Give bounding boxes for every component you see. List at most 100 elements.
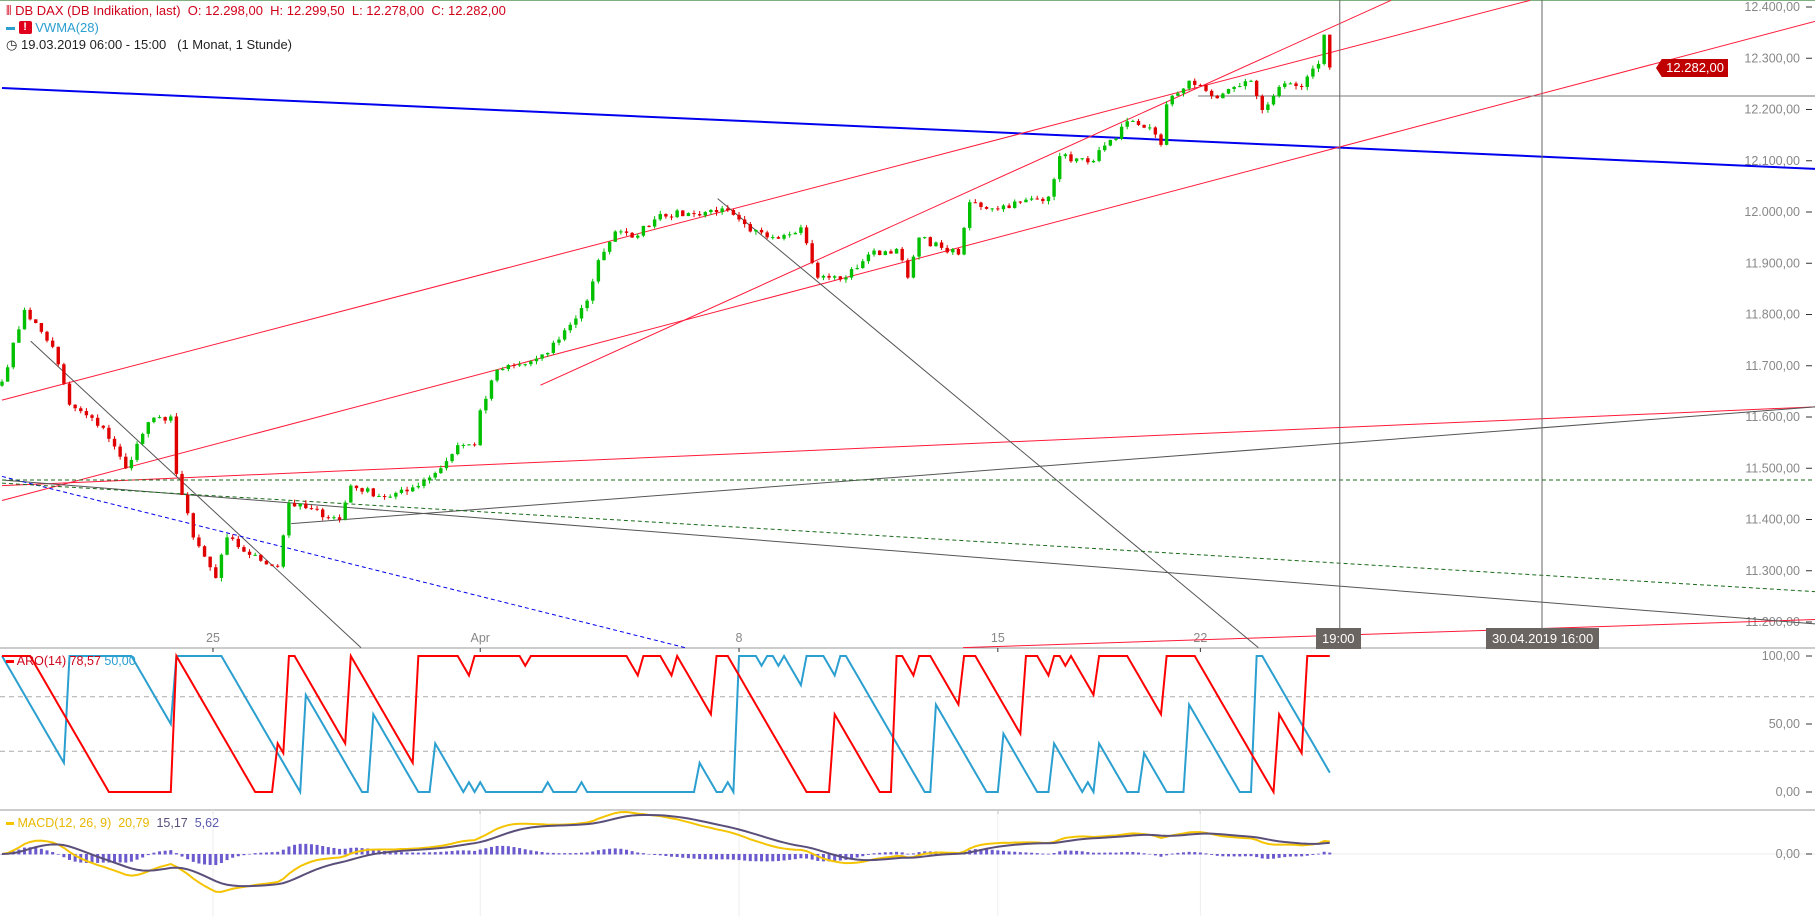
macd-hist-bar bbox=[428, 852, 432, 855]
crosshair-time-label: 19:00 bbox=[1316, 628, 1361, 649]
macd-hist-bar bbox=[28, 847, 32, 855]
macd-hist-bar bbox=[461, 850, 465, 855]
macd-hist-bar bbox=[1305, 854, 1309, 856]
x-tick-label: 15 bbox=[991, 631, 1005, 645]
candle-body bbox=[1125, 121, 1129, 127]
candle-body bbox=[861, 261, 865, 268]
trendline bbox=[30, 340, 362, 648]
candle-body bbox=[472, 444, 477, 446]
candle-body bbox=[917, 237, 921, 257]
macd-hist-bar bbox=[191, 854, 195, 862]
vwma-legend[interactable]: ! VWMA(28) bbox=[6, 20, 99, 35]
macd-hist-bar bbox=[883, 852, 887, 855]
macd-hist-bar bbox=[1266, 854, 1270, 859]
candle-body bbox=[551, 342, 556, 353]
candle-body bbox=[517, 364, 522, 366]
candle-body bbox=[1159, 134, 1163, 145]
macd-hist-bar bbox=[439, 851, 443, 855]
macd-hist-bar bbox=[861, 854, 865, 857]
macd-hist-bar bbox=[315, 844, 319, 855]
macd-hist-bar bbox=[152, 852, 156, 855]
candle-body bbox=[1305, 76, 1309, 87]
candle-body bbox=[1181, 88, 1186, 94]
candle-body bbox=[1226, 89, 1231, 94]
candle-body bbox=[844, 277, 848, 280]
macd-hist-bar bbox=[557, 853, 561, 855]
aro-swatch bbox=[6, 660, 14, 664]
macd-hist-bar bbox=[1294, 854, 1298, 857]
macd-hist-bar bbox=[56, 854, 60, 855]
candle-body bbox=[996, 208, 1000, 210]
macd-hist-bar bbox=[1165, 854, 1169, 856]
candle-body bbox=[1086, 158, 1090, 163]
candle-body bbox=[1193, 80, 1197, 85]
candle-body bbox=[135, 443, 139, 460]
macd-hist-bar bbox=[816, 854, 820, 861]
candle-body bbox=[56, 346, 60, 365]
macd-hist-bar bbox=[1181, 852, 1185, 855]
candle-body bbox=[202, 546, 207, 557]
macd-hist-bar bbox=[602, 849, 606, 855]
macd-hist-bar bbox=[895, 851, 899, 855]
macd-hist-bar bbox=[163, 850, 167, 855]
candle-body bbox=[259, 554, 263, 561]
candle-body bbox=[641, 225, 646, 236]
candle-body bbox=[1170, 95, 1174, 105]
aro-tick-label: 50,00 bbox=[1769, 717, 1800, 731]
candle-body bbox=[675, 210, 679, 218]
y-tick-label: 12.000,00 bbox=[1744, 205, 1800, 219]
macd-hist-bar bbox=[1204, 853, 1208, 855]
candle-body bbox=[883, 251, 888, 256]
macd-hist-bar bbox=[1041, 853, 1045, 855]
macd-hist-bar bbox=[979, 848, 983, 855]
macd-hist-bar bbox=[456, 850, 460, 855]
macd-hist-bar bbox=[889, 852, 893, 855]
candle-body bbox=[140, 433, 145, 444]
candle-body bbox=[1136, 120, 1141, 125]
trendline bbox=[1, 479, 1815, 625]
candle-body bbox=[1204, 84, 1208, 91]
macd-hist-bar bbox=[1052, 852, 1056, 855]
candle-body bbox=[939, 242, 944, 248]
macd-hist-bar bbox=[647, 853, 651, 855]
macd-hist-bar bbox=[90, 854, 94, 863]
candle-body bbox=[574, 318, 578, 325]
macd-hist-bar bbox=[467, 850, 471, 855]
macd-hist-bar bbox=[309, 844, 313, 855]
macd-hist-bar bbox=[534, 851, 538, 855]
candle-body bbox=[101, 425, 105, 428]
candle-body bbox=[1266, 104, 1270, 111]
candle-body bbox=[534, 358, 539, 362]
candle-body bbox=[607, 241, 612, 252]
trendline bbox=[717, 198, 1259, 648]
candle-body bbox=[309, 508, 314, 510]
aro-legend[interactable]: ARO(14) 78,57 50,00 bbox=[6, 654, 136, 669]
candle-body bbox=[669, 216, 674, 218]
candle-body bbox=[264, 560, 269, 565]
macd-hist-bar bbox=[135, 854, 139, 860]
candle-body bbox=[900, 248, 904, 261]
candle-body bbox=[894, 248, 899, 254]
x-tick-label: 8 bbox=[736, 631, 743, 645]
macd-hist-bar bbox=[141, 854, 145, 858]
candle-body bbox=[185, 494, 190, 514]
macd-hist-bar bbox=[518, 848, 522, 855]
candle-body bbox=[529, 361, 533, 365]
macd-hist-bar bbox=[231, 854, 235, 858]
macd-hist-bar bbox=[754, 854, 758, 862]
aro-down-value: 50,00 bbox=[104, 654, 136, 668]
macd-hist-bar bbox=[596, 850, 600, 855]
candle-body bbox=[1232, 86, 1236, 90]
candle-body bbox=[658, 214, 662, 220]
candle-body bbox=[765, 232, 769, 238]
macd-hist-bar bbox=[118, 854, 122, 863]
macd-hist-bar bbox=[197, 854, 201, 864]
macd-hist-bar bbox=[619, 848, 623, 855]
macd-legend[interactable]: MACD(12, 26, 9) 20,79 15,17 5,62 bbox=[6, 816, 219, 831]
candle-body bbox=[681, 210, 685, 217]
x-tick-label: 25 bbox=[206, 631, 220, 645]
macd-hist-bar bbox=[394, 851, 398, 855]
candle-body bbox=[107, 427, 111, 439]
macd-hist-bar bbox=[551, 852, 555, 855]
